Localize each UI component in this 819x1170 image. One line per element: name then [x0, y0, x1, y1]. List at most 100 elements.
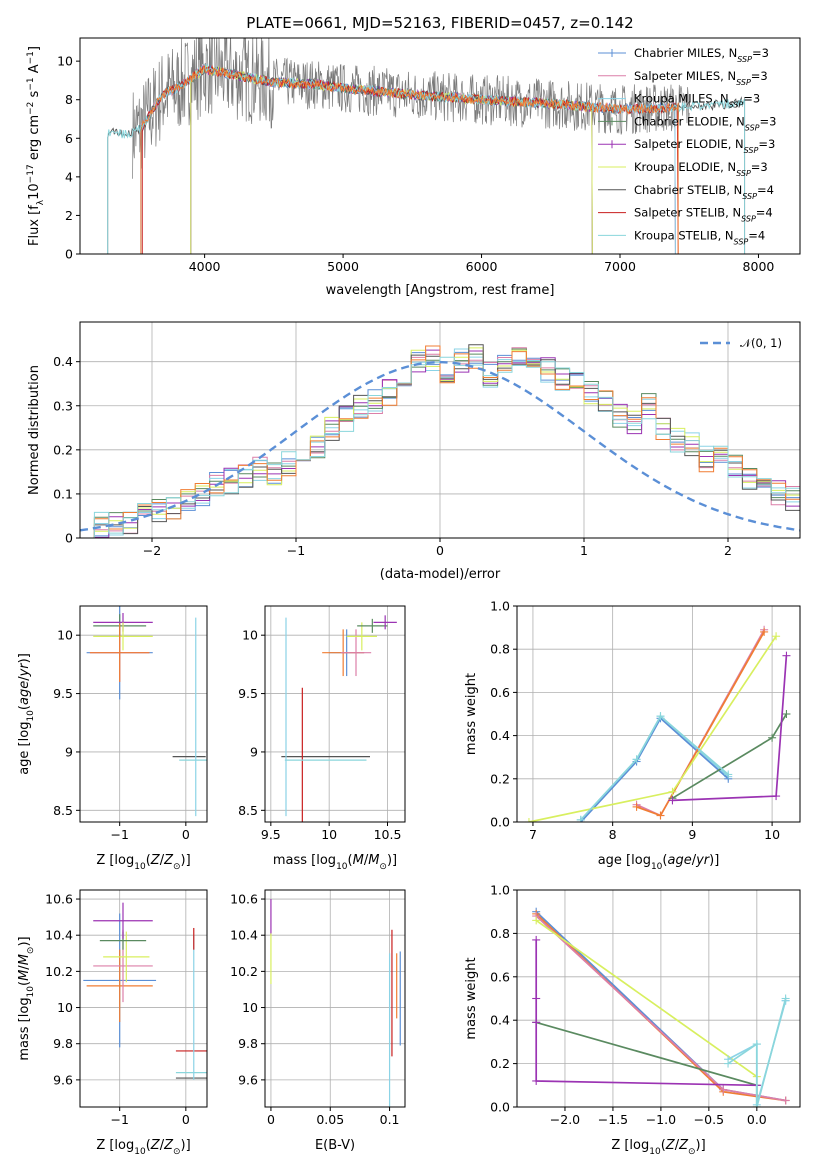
- x-tick-label: 7000: [604, 259, 636, 274]
- x-tick-label: 8: [609, 827, 617, 842]
- legend-label: Salpeter STELIB, NSSP=4: [634, 206, 773, 224]
- mass-vs-metallicity-panel: −1 0 9.6 9.8 10 10.2 10.4 10.6 Z [log10(Z/Z⊙)] ma…: [17, 889, 208, 1157]
- histogram-plot-area: [80, 344, 800, 538]
- x-axis-label: Z [log10(Z/Z⊙)]: [611, 1138, 705, 1157]
- y-tick-label: 6: [65, 131, 73, 146]
- y-tick-label: 0.4: [490, 1013, 510, 1028]
- normal-distribution-curve: [80, 360, 800, 532]
- weight-series-salpeter_miles: [636, 629, 765, 817]
- x-tick-label: 4000: [189, 259, 221, 274]
- y-tick-label: 0.8: [490, 642, 510, 657]
- y-tick-label: 10: [57, 1000, 73, 1015]
- y-tick-label: 0.2: [490, 1056, 510, 1071]
- y-axis-label: mass [log10(M/M⊙)]: [17, 936, 36, 1060]
- weight-vs-metallicity-panel: −2.0 −1.5 −1.0 −0.5 0.0 0.0 0.2 0.4 0.6 0.8 1.0 Z […: [464, 883, 801, 1157]
- legend-label: Chabrier MILES, NSSP=3: [634, 46, 769, 64]
- errorbar-plot-area: [281, 615, 397, 822]
- figure-title: PLATE=0661, MJD=52163, FIBERID=0457, z=0…: [246, 14, 633, 32]
- legend-label: Chabrier STELIB, NSSP=4: [634, 183, 774, 201]
- y-tick-label: 10.6: [230, 892, 258, 907]
- y-tick-label: 0.4: [53, 354, 73, 369]
- axes-frame: [264, 605, 406, 823]
- model-spectrum-orange: [140, 64, 679, 254]
- x-axis-label: age [log10(age/yr)]: [598, 853, 720, 872]
- y-axis-label: Normed distribution: [27, 365, 42, 495]
- x-tick-label: 10: [321, 827, 337, 842]
- axes-frame: [264, 889, 406, 1108]
- y-tick-label: 9.8: [238, 1036, 258, 1051]
- weight-series-chabrier_elodie: [672, 713, 788, 799]
- y-tick-label: 0.3: [53, 398, 73, 413]
- errorbar-plot-area: [86, 606, 207, 817]
- axes-frame: [516, 605, 801, 823]
- x-tick-label: 1: [580, 543, 588, 558]
- x-axis-label: Z [log10(Z/Z⊙)]: [96, 1138, 190, 1157]
- x-axis-label: E(B-V): [315, 1138, 355, 1153]
- x-tick-label: 10.5: [374, 827, 402, 842]
- axes-frame: [79, 605, 208, 823]
- y-tick-label: 1.0: [490, 599, 510, 614]
- x-tick-label: 0: [436, 543, 444, 558]
- weight-series-kroupa_elodie: [535, 919, 758, 1107]
- errorbar-plot-area: [270, 899, 401, 1107]
- y-tick-label: 10.4: [230, 928, 258, 943]
- y-tick-label: 0.2: [53, 442, 73, 457]
- y-tick-label: 0: [65, 247, 73, 262]
- y-axis-label: age [log10(age/yr)]: [17, 653, 36, 775]
- axes-frame: [79, 37, 801, 255]
- legend-label: Kroupa MILES, NSSP=3: [634, 92, 760, 110]
- x-tick-label: −1.0: [646, 1112, 676, 1127]
- y-tick-label: 2: [65, 208, 73, 223]
- axes-frame: [79, 889, 208, 1108]
- legend: Chabrier MILES, NSSP=3 Salpeter MILES, NS…: [598, 46, 776, 246]
- y-axis-label: mass weight: [464, 673, 479, 755]
- weight-plot-area: [532, 907, 790, 1107]
- legend-label: Kroupa STELIB, NSSP=4: [634, 228, 765, 246]
- y-axis-label: mass weight: [464, 957, 479, 1039]
- legend-label: Kroupa ELODIE, NSSP=3: [634, 160, 768, 178]
- y-tick-label: 8.5: [238, 803, 258, 818]
- y-tick-label: 0: [65, 531, 73, 546]
- weight-series-chabrier_miles: [580, 716, 729, 822]
- y-tick-label: 0.1: [53, 486, 73, 501]
- x-tick-label: −1: [287, 543, 305, 558]
- x-tick-label: −2: [143, 543, 161, 558]
- x-axis-label: (data-model)/error: [380, 567, 501, 582]
- y-tick-label: 10.4: [45, 928, 73, 943]
- y-tick-label: 8.5: [53, 803, 73, 818]
- y-tick-label: 10.2: [230, 964, 258, 979]
- weight-series-kroupa_stelib: [580, 714, 729, 821]
- x-tick-label: 0: [267, 1112, 275, 1127]
- histogram-series-orange: [80, 345, 800, 538]
- observed-spectrum-line: [132, 38, 690, 179]
- x-tick-label: −1: [110, 1112, 128, 1127]
- x-tick-label: 2: [724, 543, 732, 558]
- y-tick-label: 0.6: [490, 685, 510, 700]
- x-tick-label: 9.5: [261, 827, 281, 842]
- y-tick-label: 9: [65, 744, 73, 759]
- legend-label: Salpeter ELODIE, NSSP=3: [634, 137, 775, 155]
- x-tick-label: −2.0: [550, 1112, 580, 1127]
- y-tick-label: 8: [65, 92, 73, 107]
- y-tick-label: 0.0: [490, 815, 510, 830]
- weight-plot-area: [524, 625, 791, 822]
- y-tick-label: 9.8: [53, 1036, 73, 1051]
- y-tick-label: 9: [250, 744, 258, 759]
- y-tick-label: 0.6: [490, 969, 510, 984]
- axes-frame: [516, 889, 801, 1108]
- weight-series-kroupa_miles: [580, 714, 729, 821]
- y-tick-label: 10: [242, 1000, 258, 1015]
- x-tick-label: 0: [182, 1112, 190, 1127]
- y-tick-label: 10: [242, 628, 258, 643]
- x-tick-label: 9: [688, 827, 696, 842]
- y-tick-label: 10: [57, 54, 73, 69]
- x-tick-label: 0.0: [747, 1112, 767, 1127]
- x-tick-label: 0.1: [380, 1112, 400, 1127]
- y-tick-label: 0.8: [490, 926, 510, 941]
- y-tick-label: 1.0: [490, 883, 510, 898]
- legend-label: 𝒩(0, 1): [740, 336, 782, 350]
- errorbar-plot-area: [83, 902, 207, 1080]
- spectrum-plot-area: [107, 38, 746, 254]
- y-tick-label: 0.2: [490, 771, 510, 786]
